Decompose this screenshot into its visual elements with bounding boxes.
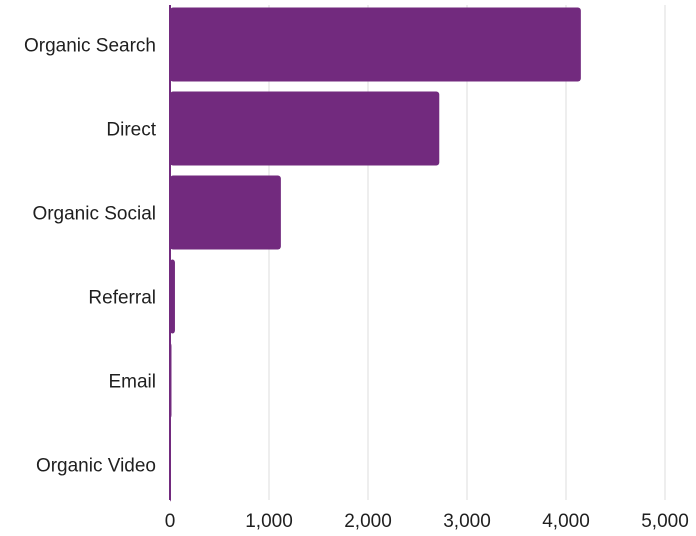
category-label: Organic Social (32, 204, 156, 225)
x-tick-label: 3,000 (443, 511, 491, 531)
bar (170, 175, 281, 250)
bar (170, 91, 440, 166)
bars (170, 7, 581, 502)
x-tick-labels: 0 1,000 2,000 3,000 4,000 5,000 (165, 511, 689, 532)
x-tick-label: 0 (165, 511, 176, 531)
bar (170, 7, 581, 82)
x-tick-label: 5,000 (641, 511, 689, 531)
x-tick-label: 1,000 (245, 511, 293, 531)
category-label: Organic Search (24, 36, 156, 57)
category-label: Organic Video (36, 456, 156, 477)
category-label: Email (108, 372, 156, 393)
category-label: Direct (106, 120, 156, 141)
category-labels: Organic Search Direct Organic Social Referr… (24, 36, 157, 477)
gridlines (268, 5, 666, 500)
category-label: Referral (88, 288, 156, 309)
bar (170, 259, 175, 334)
x-tick-label: 2,000 (344, 511, 392, 531)
x-tick-label: 4,000 (542, 511, 590, 531)
